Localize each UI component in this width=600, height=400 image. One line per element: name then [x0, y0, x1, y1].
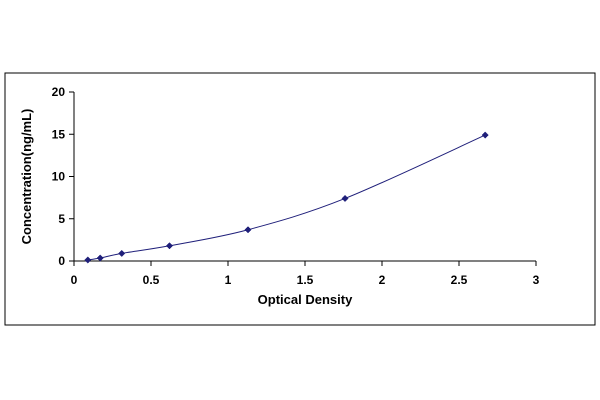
- data-points: [84, 131, 489, 264]
- x-tick-label: 0.5: [143, 273, 160, 287]
- data-point-marker: [341, 194, 349, 203]
- x-tick-label: 2.5: [451, 273, 468, 287]
- y-tick-label: 0: [58, 254, 65, 268]
- y-tick-label: 20: [52, 85, 66, 99]
- y-tick-label: 10: [52, 170, 66, 184]
- data-point-marker: [481, 131, 489, 139]
- x-axis-title: Optical Density: [258, 292, 353, 307]
- chart-outer-border: [4, 72, 596, 326]
- x-tick-label: 2: [379, 273, 386, 287]
- data-point-marker: [244, 226, 252, 234]
- x-tick-label: 0: [71, 273, 78, 287]
- data-point-marker: [84, 256, 92, 264]
- data-point-marker: [165, 242, 174, 250]
- x-tick-label: 1: [225, 273, 232, 287]
- axes: [69, 91, 537, 266]
- y-tick-label: 15: [52, 127, 66, 141]
- tick-labels: 0 5 10 15 20 0 0.5 1 1.5 2 2.5 3: [52, 85, 540, 287]
- y-tick-label: 5: [58, 212, 65, 226]
- y-axis-title: Concentration(ng/mL): [19, 109, 34, 245]
- data-point-marker: [118, 249, 126, 257]
- x-tick-label: 3: [533, 273, 540, 287]
- data-point-marker: [96, 254, 104, 262]
- x-tick-label: 1.5: [297, 273, 314, 287]
